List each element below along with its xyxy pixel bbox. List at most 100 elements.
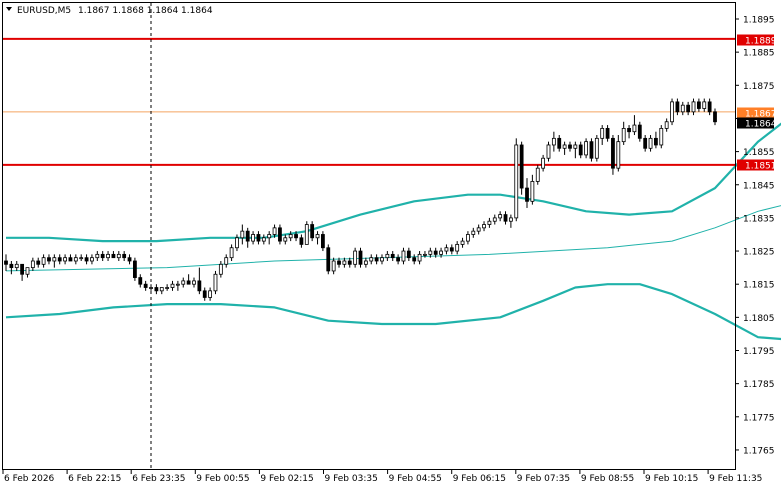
candle-bear	[326, 247, 331, 272]
candle-bear	[654, 137, 658, 146]
candle-bull	[455, 244, 460, 252]
candle-bull	[272, 227, 277, 235]
candle-bull	[288, 234, 293, 239]
candle-bull	[224, 257, 229, 265]
y-tick-label: 1.1795	[743, 347, 775, 357]
candle-bear	[138, 277, 143, 285]
candle-bear	[143, 283, 148, 288]
y-tick-label: 1.1815	[743, 281, 775, 291]
candle-bull	[380, 257, 384, 262]
candle-bull	[546, 144, 551, 159]
x-tick-label: 9 Feb 06:15	[453, 474, 506, 484]
y-tick-label: 1.1885	[743, 49, 775, 59]
candle-bull	[267, 234, 272, 239]
candle-bear	[406, 250, 411, 259]
candle-bull	[664, 121, 669, 129]
candle-bear	[111, 253, 116, 259]
candle-bull	[648, 137, 653, 149]
candle-bear	[278, 227, 282, 242]
x-tick-label: 9 Feb 03:35	[325, 474, 378, 484]
candle-bull	[170, 283, 175, 288]
candle-bear	[637, 124, 642, 139]
y-tick-label: 1.1845	[743, 181, 775, 191]
candle-bull	[401, 250, 406, 262]
ohlc-readout: 1.1867 1.1868 1.1864 1.1864	[78, 6, 213, 16]
candle-bull	[283, 237, 288, 242]
candle-bull	[514, 144, 519, 219]
triangle-down-icon[interactable]	[6, 7, 12, 11]
candle-bull	[482, 224, 486, 229]
candle-bull	[25, 267, 30, 275]
candle-bear	[503, 214, 508, 222]
x-tick-label: 6 Feb 2026	[4, 474, 55, 484]
candle-bear	[519, 144, 524, 189]
candle-bull	[304, 224, 309, 245]
candle-bear	[337, 260, 341, 265]
candle-bear	[127, 257, 132, 262]
candle-bull	[41, 257, 46, 265]
price-tag-label: 1.1867	[745, 110, 777, 120]
candle-bull	[423, 253, 427, 256]
candle-bear	[245, 230, 250, 242]
candle-bear	[412, 257, 417, 262]
candle-bull	[363, 260, 368, 265]
candle-bear	[202, 290, 207, 298]
candle-bull	[251, 234, 255, 242]
candle-bear	[186, 280, 191, 285]
candle-bear	[358, 250, 363, 265]
candle-bull	[192, 280, 196, 285]
candle-bull	[584, 141, 588, 156]
candle-bear	[347, 260, 352, 265]
price-tag-label: 1.1864	[745, 120, 777, 130]
candle-bull	[541, 157, 546, 169]
candle-bear	[47, 257, 51, 262]
candle-bull	[632, 124, 637, 133]
candle-bear	[20, 263, 25, 275]
candle-bull	[460, 240, 465, 245]
chart-header: EURUSD,M5 1.1867 1.1868 1.1864 1.1864	[6, 6, 213, 16]
candle-bull	[551, 137, 556, 146]
candle-bear	[643, 137, 648, 149]
candle-bull	[165, 287, 170, 289]
candle-bull	[342, 260, 347, 265]
candle-bear	[100, 253, 105, 259]
candle-bull	[621, 127, 626, 143]
y-tick-label: 1.1855	[743, 148, 775, 158]
candle-bull	[498, 214, 503, 219]
price-tag-black	[737, 117, 774, 129]
x-tick-label: 9 Feb 07:35	[517, 474, 570, 484]
candle-bear	[133, 260, 137, 278]
y-tick-label: 1.1825	[743, 248, 775, 258]
candle-bull	[702, 101, 707, 109]
candle-bull	[616, 141, 621, 169]
candle-bear	[84, 257, 89, 262]
candle-bull	[261, 237, 266, 242]
candle-bull	[600, 127, 605, 139]
candle-bull	[417, 253, 422, 262]
candle-bull	[229, 247, 234, 259]
time-axis[interactable]: 6 Feb 2026 6 Feb 22:15 6 Feb 23:35 9 Feb 00…	[2, 469, 762, 484]
candle-bull	[691, 101, 696, 113]
candle-bull	[471, 230, 476, 235]
y-tick-label: 1.1785	[743, 380, 775, 390]
candle-bull	[476, 227, 481, 232]
candle-bull	[149, 287, 153, 289]
candle-bear	[321, 234, 325, 249]
candle-bull	[466, 234, 470, 242]
candle-bull	[90, 257, 94, 262]
candle-bear	[294, 234, 298, 239]
price-tag-red	[737, 34, 774, 46]
candle-bull	[159, 287, 164, 292]
candle-bull	[535, 167, 540, 182]
candle-bear	[154, 287, 159, 292]
bollinger-lower-line	[5, 283, 781, 341]
candle-bull	[594, 137, 599, 159]
candle-bear	[433, 250, 438, 255]
candle-bull	[181, 280, 186, 285]
candle-bull	[369, 257, 374, 262]
price-tag-label: 1.1889	[745, 37, 777, 47]
candle-bear	[256, 234, 261, 242]
candle-bear	[686, 104, 691, 113]
